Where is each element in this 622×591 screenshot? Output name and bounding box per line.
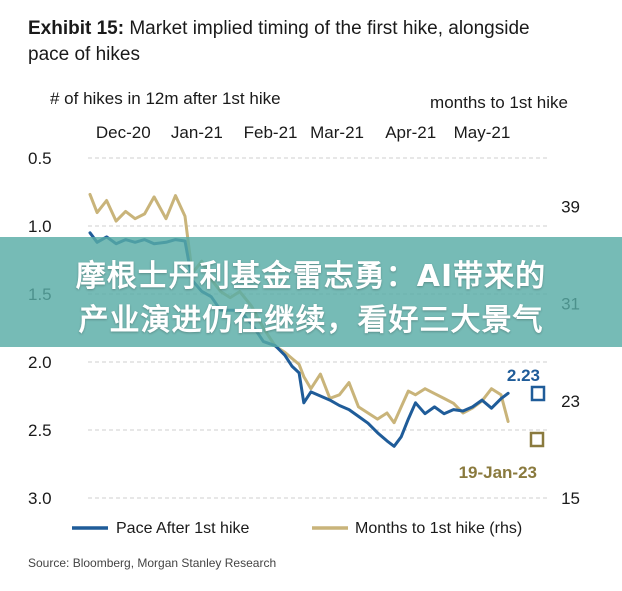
- left-tick-label: 2.0: [28, 353, 52, 372]
- overlay-banner: 摩根士丹利基金雷志勇：AI带来的 产业演进仍在继续，看好三大景气: [0, 237, 622, 347]
- right-axis-title: months to 1st hike: [430, 93, 568, 112]
- left-axis-title: # of hikes in 12m after 1st hike: [50, 89, 281, 108]
- x-tick-label: Apr-21: [385, 123, 436, 142]
- x-tick-label: Feb-21: [244, 123, 298, 142]
- banner-line1: 摩根士丹利基金雷志勇：AI带来的: [0, 251, 622, 295]
- left-tick-label: 3.0: [28, 489, 52, 508]
- exhibit-title: Exhibit 15: Market implied timing of the…: [28, 18, 530, 39]
- pace-last-marker: [532, 387, 544, 400]
- exhibit-title-line1: Market implied timing of the first hike,…: [124, 18, 530, 39]
- left-tick-label: 0.5: [28, 149, 52, 168]
- exhibit-title-line2: pace of hikes: [28, 44, 140, 65]
- source-note: Source: Bloomberg, Morgan Stanley Resear…: [28, 556, 276, 570]
- exhibit-label: Exhibit 15:: [28, 18, 124, 39]
- x-tick-label: Mar-21: [310, 123, 364, 142]
- right-tick-label: 39: [561, 198, 580, 217]
- x-tick-label: Dec-20: [96, 123, 151, 142]
- x-tick-label: Jan-21: [171, 123, 223, 142]
- legend-months-label: Months to 1st hike (rhs): [355, 520, 522, 537]
- months-last-annotation: 19-Jan-23: [459, 463, 537, 482]
- months-last-marker: [531, 433, 543, 446]
- banner-line2: 产业演进仍在继续，看好三大景气: [0, 295, 622, 339]
- x-axis-ticks: Dec-20 Jan-21 Feb-21 Mar-21 Apr-21 May-21: [96, 123, 510, 142]
- pace-last-annotation: 2.23: [507, 366, 540, 385]
- right-tick-label: 15: [561, 489, 580, 508]
- legend-pace-label: Pace After 1st hike: [116, 520, 250, 537]
- left-tick-label: 1.0: [28, 217, 52, 236]
- x-tick-label: May-21: [454, 123, 511, 142]
- left-tick-label: 2.5: [28, 421, 52, 440]
- right-tick-label: 23: [561, 392, 580, 411]
